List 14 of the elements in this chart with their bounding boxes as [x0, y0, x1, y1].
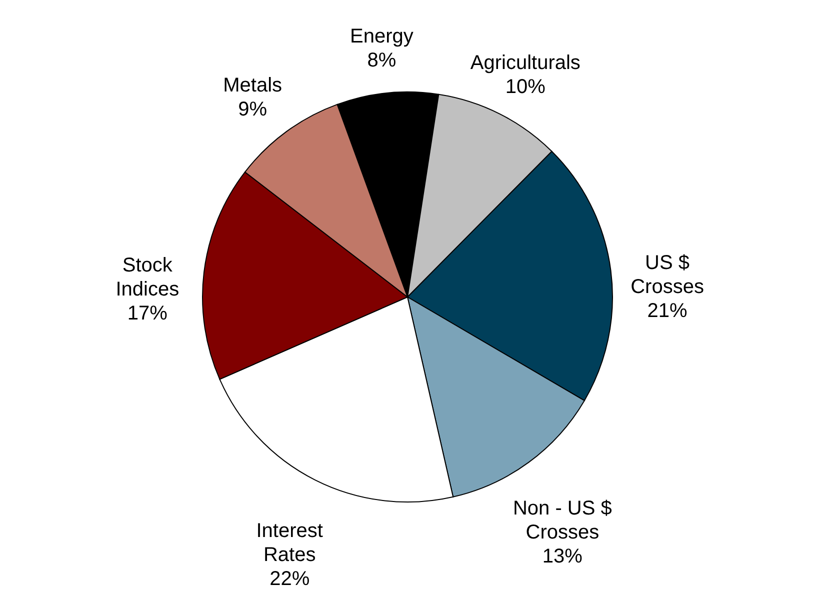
slice-label: Energy: [350, 25, 414, 48]
slice-label: Non - US $ Crosses: [512, 497, 612, 544]
slice-label: US $ Crosses: [630, 252, 704, 298]
data-label: 9%: [238, 98, 268, 121]
data-label: 17%: [127, 302, 168, 324]
slice-label: Agriculturals: [470, 52, 580, 74]
data-label: 13%: [542, 545, 583, 568]
slice-label: Stock Indices: [116, 254, 180, 300]
slice-label: Metals: [223, 74, 282, 97]
data-label: 8%: [367, 49, 396, 72]
data-label: 22%: [270, 568, 310, 590]
slice-label: Interest Rates: [256, 520, 324, 566]
data-label: 10%: [505, 76, 546, 98]
data-label: 21%: [647, 300, 688, 322]
